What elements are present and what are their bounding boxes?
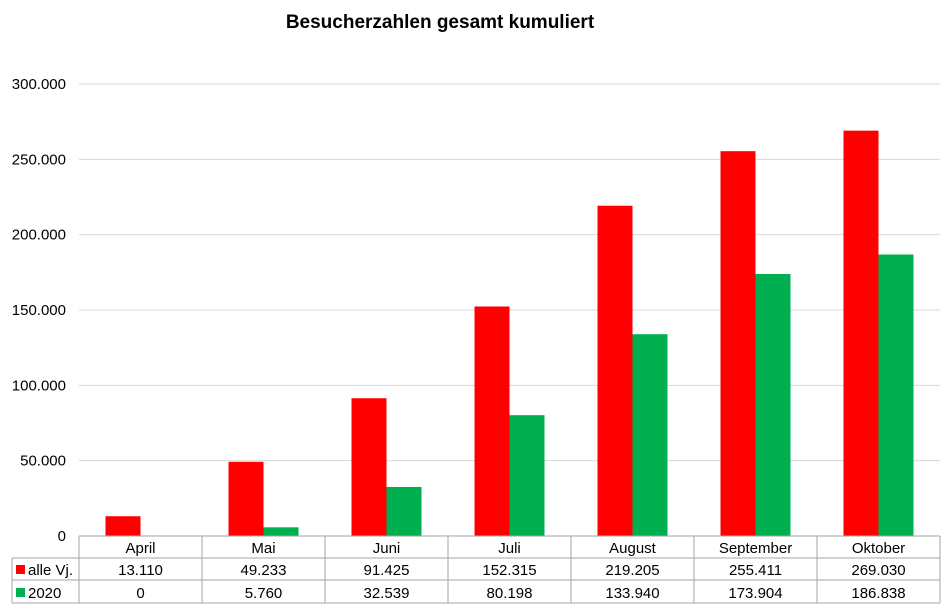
x-tick-label: Oktober — [852, 540, 905, 557]
bar-alle-vj-september — [720, 151, 756, 536]
bar-2020-juni — [386, 486, 422, 536]
bar-2020-oktober — [878, 254, 914, 536]
legend-label: alle Vj. — [28, 562, 73, 579]
data-table-value: 255.411 — [729, 562, 782, 579]
data-table-value: 13.110 — [118, 562, 163, 579]
x-tick-label: Mai — [251, 540, 275, 557]
bar-2020-september — [755, 273, 791, 536]
data-table-value: 152.315 — [482, 562, 536, 579]
x-tick-label: Juli — [498, 540, 521, 557]
legend-key — [16, 565, 25, 574]
y-tick-label: 0 — [58, 528, 66, 545]
y-tick-label: 150.000 — [12, 302, 66, 319]
y-tick-label: 250.000 — [12, 151, 66, 168]
x-tick-label: Juni — [373, 540, 401, 557]
data-table-value: 133.940 — [605, 585, 659, 602]
bar-alle-vj-oktober — [843, 130, 879, 536]
chart-title: Besucherzahlen gesamt kumuliert — [285, 12, 595, 33]
x-tick-label: April — [125, 540, 155, 557]
y-tick-label: 200.000 — [12, 227, 66, 244]
y-tick-label: 100.000 — [12, 377, 66, 394]
bar-alle-vj-juli — [474, 306, 510, 536]
data-table-value: 186.838 — [851, 585, 905, 602]
data-table-value: 0 — [136, 585, 144, 602]
data-table-value: 173.904 — [728, 585, 782, 602]
data-table-value: 5.760 — [245, 585, 283, 602]
x-tick-label: September — [719, 540, 792, 557]
legend-label: 2020 — [28, 585, 61, 602]
data-table-value: 80.198 — [487, 585, 533, 602]
y-tick-label: 50.000 — [20, 453, 66, 470]
bar-alle-vj-august — [597, 205, 633, 536]
y-tick-label: 300.000 — [12, 76, 66, 93]
x-tick-label: August — [609, 540, 657, 557]
bar-alle-vj-juni — [351, 398, 387, 536]
data-table-value: 91.425 — [364, 562, 410, 579]
bar-alle-vj-mai — [228, 461, 264, 536]
data-table-value: 32.539 — [364, 585, 410, 602]
bar-2020-august — [632, 334, 668, 536]
bar-2020-mai — [263, 527, 299, 536]
legend-key — [16, 588, 25, 597]
data-table-value: 219.205 — [605, 562, 659, 579]
data-table-value: 269.030 — [851, 562, 905, 579]
bar-alle-vj-april — [105, 516, 141, 536]
data-table-value: 49.233 — [241, 562, 287, 579]
bar-2020-juli — [509, 415, 545, 536]
